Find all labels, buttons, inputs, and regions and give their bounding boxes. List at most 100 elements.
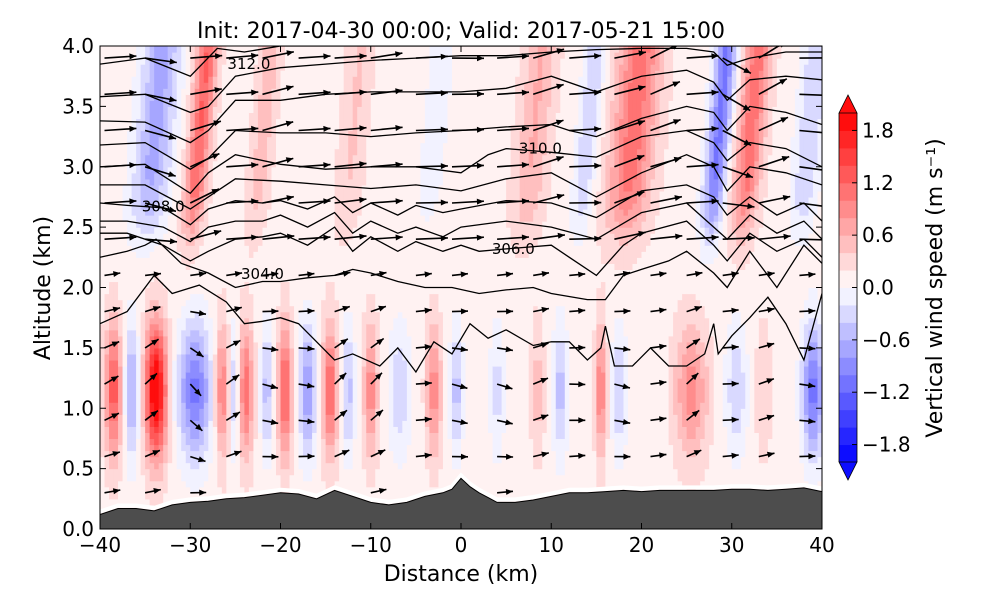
shading-cell <box>713 215 719 222</box>
wind-vector-head <box>375 372 382 380</box>
wind-vector-head <box>731 344 739 351</box>
shading-cell <box>104 450 110 488</box>
shading-cell <box>181 402 187 433</box>
shading-cell <box>614 269 620 319</box>
wind-vector-head <box>286 195 294 201</box>
wind-vector <box>569 89 602 96</box>
shading-cell <box>176 251 182 319</box>
shading-cell <box>194 420 200 440</box>
shading-cell <box>406 335 412 446</box>
shading-cell <box>515 46 521 77</box>
shading-cell <box>668 335 674 446</box>
shading-cell <box>239 46 245 289</box>
shading-cell <box>564 329 570 452</box>
shading-cell <box>641 46 647 101</box>
shading-cell <box>321 46 327 301</box>
wind-vector <box>334 305 351 313</box>
wind-vector <box>799 418 816 425</box>
wind-vector <box>104 89 137 96</box>
shading-cell <box>524 257 530 529</box>
shading-cell <box>285 347 291 361</box>
shading-cell <box>709 202 715 222</box>
shading-cell <box>614 239 620 270</box>
shading-cell <box>325 462 331 494</box>
shading-cell <box>555 372 561 409</box>
shading-cell <box>609 233 616 264</box>
wind-vector <box>262 308 279 315</box>
shading-cell <box>528 166 534 222</box>
shading-cell <box>691 323 697 343</box>
shading-cell <box>740 64 746 95</box>
wind-vector <box>370 409 384 421</box>
shading-cell <box>244 365 250 415</box>
shading-cell <box>181 233 187 264</box>
shading-cell <box>248 293 255 331</box>
shading-cell <box>537 311 543 361</box>
shading-cell <box>492 365 498 415</box>
wind-vector <box>144 93 177 103</box>
shading-cell <box>280 450 286 470</box>
wind-vector-head <box>556 48 564 55</box>
shading-cell <box>424 46 431 89</box>
shading-cell <box>339 245 345 529</box>
shading-cell <box>190 468 196 494</box>
shading-cell <box>203 426 209 452</box>
shading-cell <box>627 46 634 83</box>
shading-cell <box>348 178 354 240</box>
shading-cell <box>244 432 250 446</box>
shading-cell <box>492 462 498 529</box>
shading-cell <box>158 347 164 361</box>
shading-cell <box>307 414 313 440</box>
theta-contour-line <box>100 46 822 77</box>
shading-cell <box>808 402 814 421</box>
shading-cell <box>244 166 250 246</box>
shading-cell <box>731 46 737 71</box>
wind-vector-head <box>637 120 645 126</box>
shading-cell <box>406 46 412 337</box>
shading-cell <box>199 317 205 337</box>
shading-cell <box>749 251 755 529</box>
shading-cell <box>280 311 286 331</box>
shading-cell <box>289 432 295 476</box>
shading-cell <box>185 353 191 373</box>
shading-cell <box>221 46 227 65</box>
shading-cell <box>528 136 534 168</box>
shading-cell <box>736 432 742 470</box>
shading-cell <box>799 420 805 464</box>
shading-cell <box>370 88 376 295</box>
shading-cell <box>718 190 724 204</box>
wind-vector-head <box>506 308 514 315</box>
shading-cell <box>709 46 715 83</box>
shading-cell <box>483 46 489 529</box>
shading-cell <box>167 215 173 319</box>
wind-vector <box>532 119 564 132</box>
shading-cell <box>528 438 534 529</box>
shading-cell <box>154 359 160 421</box>
wind-vector-head <box>287 233 295 240</box>
wind-vector <box>686 372 699 385</box>
shading-cell <box>203 52 209 83</box>
shading-cell <box>564 46 570 331</box>
x-tick-label: 0 <box>455 533 468 557</box>
shading-cell <box>208 317 214 361</box>
terrain <box>100 472 822 529</box>
shading-cell <box>253 438 259 529</box>
wind-vector-head <box>694 306 702 312</box>
shading-cell <box>695 426 701 452</box>
wind-vector <box>497 162 530 168</box>
shading-cell <box>190 82 196 114</box>
shading-cell <box>677 299 683 343</box>
shading-cell <box>447 94 453 343</box>
shading-cell <box>158 480 164 506</box>
shading-cell <box>253 209 259 252</box>
shading-cell <box>190 221 196 234</box>
shading-cell <box>154 227 160 246</box>
wind-vector <box>144 449 161 458</box>
wind-vector-head <box>151 339 159 346</box>
wind-vector-head <box>359 197 367 203</box>
wind-vector-head <box>460 419 468 425</box>
shading-cell <box>154 426 160 433</box>
wind-vector-head <box>306 382 315 389</box>
wind-vector <box>262 50 294 59</box>
colorbar-segment <box>839 287 857 306</box>
